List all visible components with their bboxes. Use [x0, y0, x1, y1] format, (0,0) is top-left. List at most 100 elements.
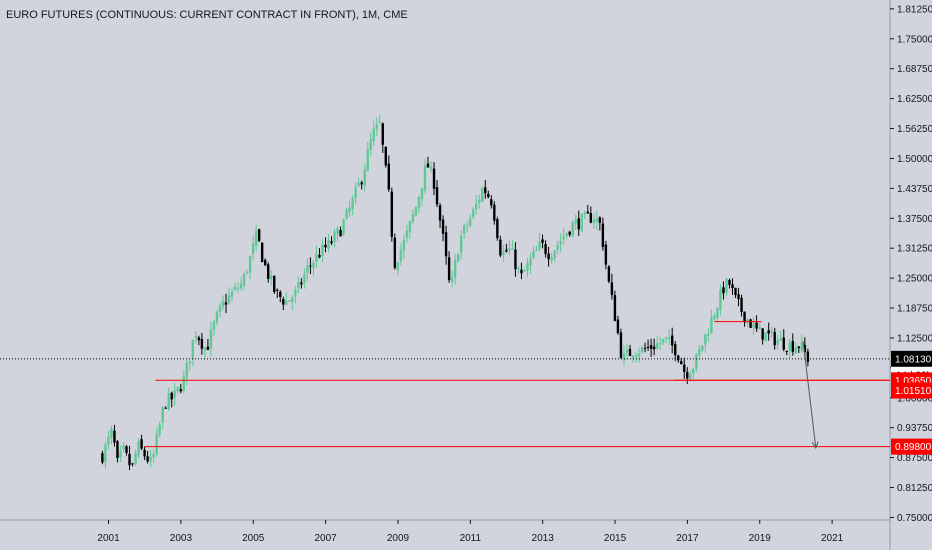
- candle-up: [475, 203, 478, 210]
- candle-up: [580, 214, 583, 232]
- candle-up: [245, 272, 249, 274]
- candle-up: [478, 199, 481, 203]
- projection-arrow[interactable]: [802, 341, 817, 449]
- price-axis[interactable]: 1.81250 1.75000 1.68750 1.62500 1.56250 1.500…: [890, 4, 932, 524]
- candle-down: [782, 337, 785, 350]
- candle-down: [387, 163, 391, 190]
- candle-up: [695, 354, 698, 369]
- candle-down: [146, 456, 149, 462]
- candle-up: [517, 268, 520, 270]
- candle-down: [671, 335, 674, 346]
- y-tick-label: 0.81250: [897, 483, 932, 494]
- candle-up: [429, 166, 433, 169]
- candle-up: [508, 247, 511, 251]
- candle-down: [197, 337, 201, 341]
- candle-up: [233, 286, 237, 290]
- candle-up: [788, 342, 791, 351]
- candle-down: [490, 199, 493, 206]
- candle-down: [393, 237, 397, 268]
- candle-up: [248, 256, 252, 273]
- y-tick-label: 1.31250: [897, 244, 932, 255]
- candle-up: [529, 258, 532, 266]
- candle-down: [628, 348, 632, 356]
- candle-up: [173, 390, 176, 398]
- candle-down: [619, 332, 623, 358]
- candle-up: [203, 347, 207, 351]
- candle-up: [176, 386, 179, 392]
- candle-up: [333, 231, 336, 242]
- candle-down: [447, 257, 451, 281]
- candle-down: [586, 211, 589, 214]
- candle-down: [728, 279, 731, 285]
- candle-up: [634, 355, 638, 357]
- candle-up: [625, 349, 629, 353]
- candle-down: [749, 319, 752, 328]
- level-tag-label: 1.03650: [895, 376, 932, 387]
- candle-down: [179, 389, 182, 392]
- candle-up: [251, 243, 255, 255]
- candle-down: [113, 430, 116, 443]
- candle-down: [683, 364, 686, 372]
- candle-up: [764, 332, 767, 342]
- time-axis[interactable]: 2001 2003 2005 2007 2009 2011 2013 2015 2017 2019…: [97, 520, 844, 544]
- y-tick-label: 1.68750: [897, 64, 932, 75]
- candle-up: [396, 262, 400, 271]
- candle-down: [610, 282, 614, 295]
- candle-up: [655, 343, 659, 349]
- y-tick-label: 0.75000: [897, 513, 932, 524]
- candle-down: [426, 163, 430, 168]
- candle-down: [604, 244, 608, 265]
- candle-up: [779, 338, 782, 341]
- y-tick-label: 0.87500: [897, 453, 932, 464]
- candle-down: [318, 254, 321, 258]
- candle-up: [465, 225, 469, 227]
- y-tick-label: 1.56250: [897, 124, 932, 135]
- candle-up: [254, 230, 258, 246]
- candle-up: [357, 182, 360, 187]
- y-tick-label: 1.62500: [897, 94, 932, 105]
- x-tick-label: 2021: [821, 533, 844, 544]
- x-tick-label: 2013: [532, 533, 555, 544]
- candle-up: [550, 257, 553, 261]
- candle-up: [704, 334, 707, 345]
- level-tag: [891, 438, 932, 455]
- candle-up: [294, 289, 297, 297]
- candle-down: [514, 249, 517, 270]
- x-tick-label: 2007: [314, 533, 337, 544]
- candle-up: [794, 347, 798, 354]
- candle-up: [423, 165, 427, 191]
- candle-up: [535, 249, 538, 251]
- candle-down: [731, 284, 734, 288]
- candle-up: [378, 121, 381, 123]
- candle-up: [297, 282, 300, 289]
- candle-down: [324, 244, 327, 248]
- candle-up: [562, 236, 565, 240]
- candle-down: [797, 346, 801, 349]
- candle-up: [640, 347, 644, 352]
- candle-up: [574, 219, 577, 224]
- candle-up: [321, 244, 324, 256]
- candle-up: [288, 300, 291, 302]
- candle-down: [390, 191, 394, 237]
- x-tick-label: 2011: [460, 533, 482, 544]
- candle-up: [758, 326, 761, 330]
- candle-up: [417, 196, 421, 208]
- candle-up: [776, 340, 779, 345]
- candle-down: [677, 355, 680, 361]
- candle-up: [242, 273, 246, 286]
- candle-down: [649, 345, 653, 349]
- x-tick-label: 2003: [170, 533, 193, 544]
- candle-up: [348, 207, 351, 212]
- candle-down: [722, 287, 725, 294]
- candle-up: [369, 139, 372, 151]
- candle-up: [315, 253, 318, 262]
- candle-down: [143, 449, 146, 457]
- candle-up: [752, 323, 755, 328]
- y-tick-label: 1.25000: [897, 274, 932, 285]
- candle-down: [330, 241, 333, 244]
- candle-up: [227, 295, 231, 303]
- overlays-group: [0, 321, 890, 450]
- candle-down: [806, 351, 810, 362]
